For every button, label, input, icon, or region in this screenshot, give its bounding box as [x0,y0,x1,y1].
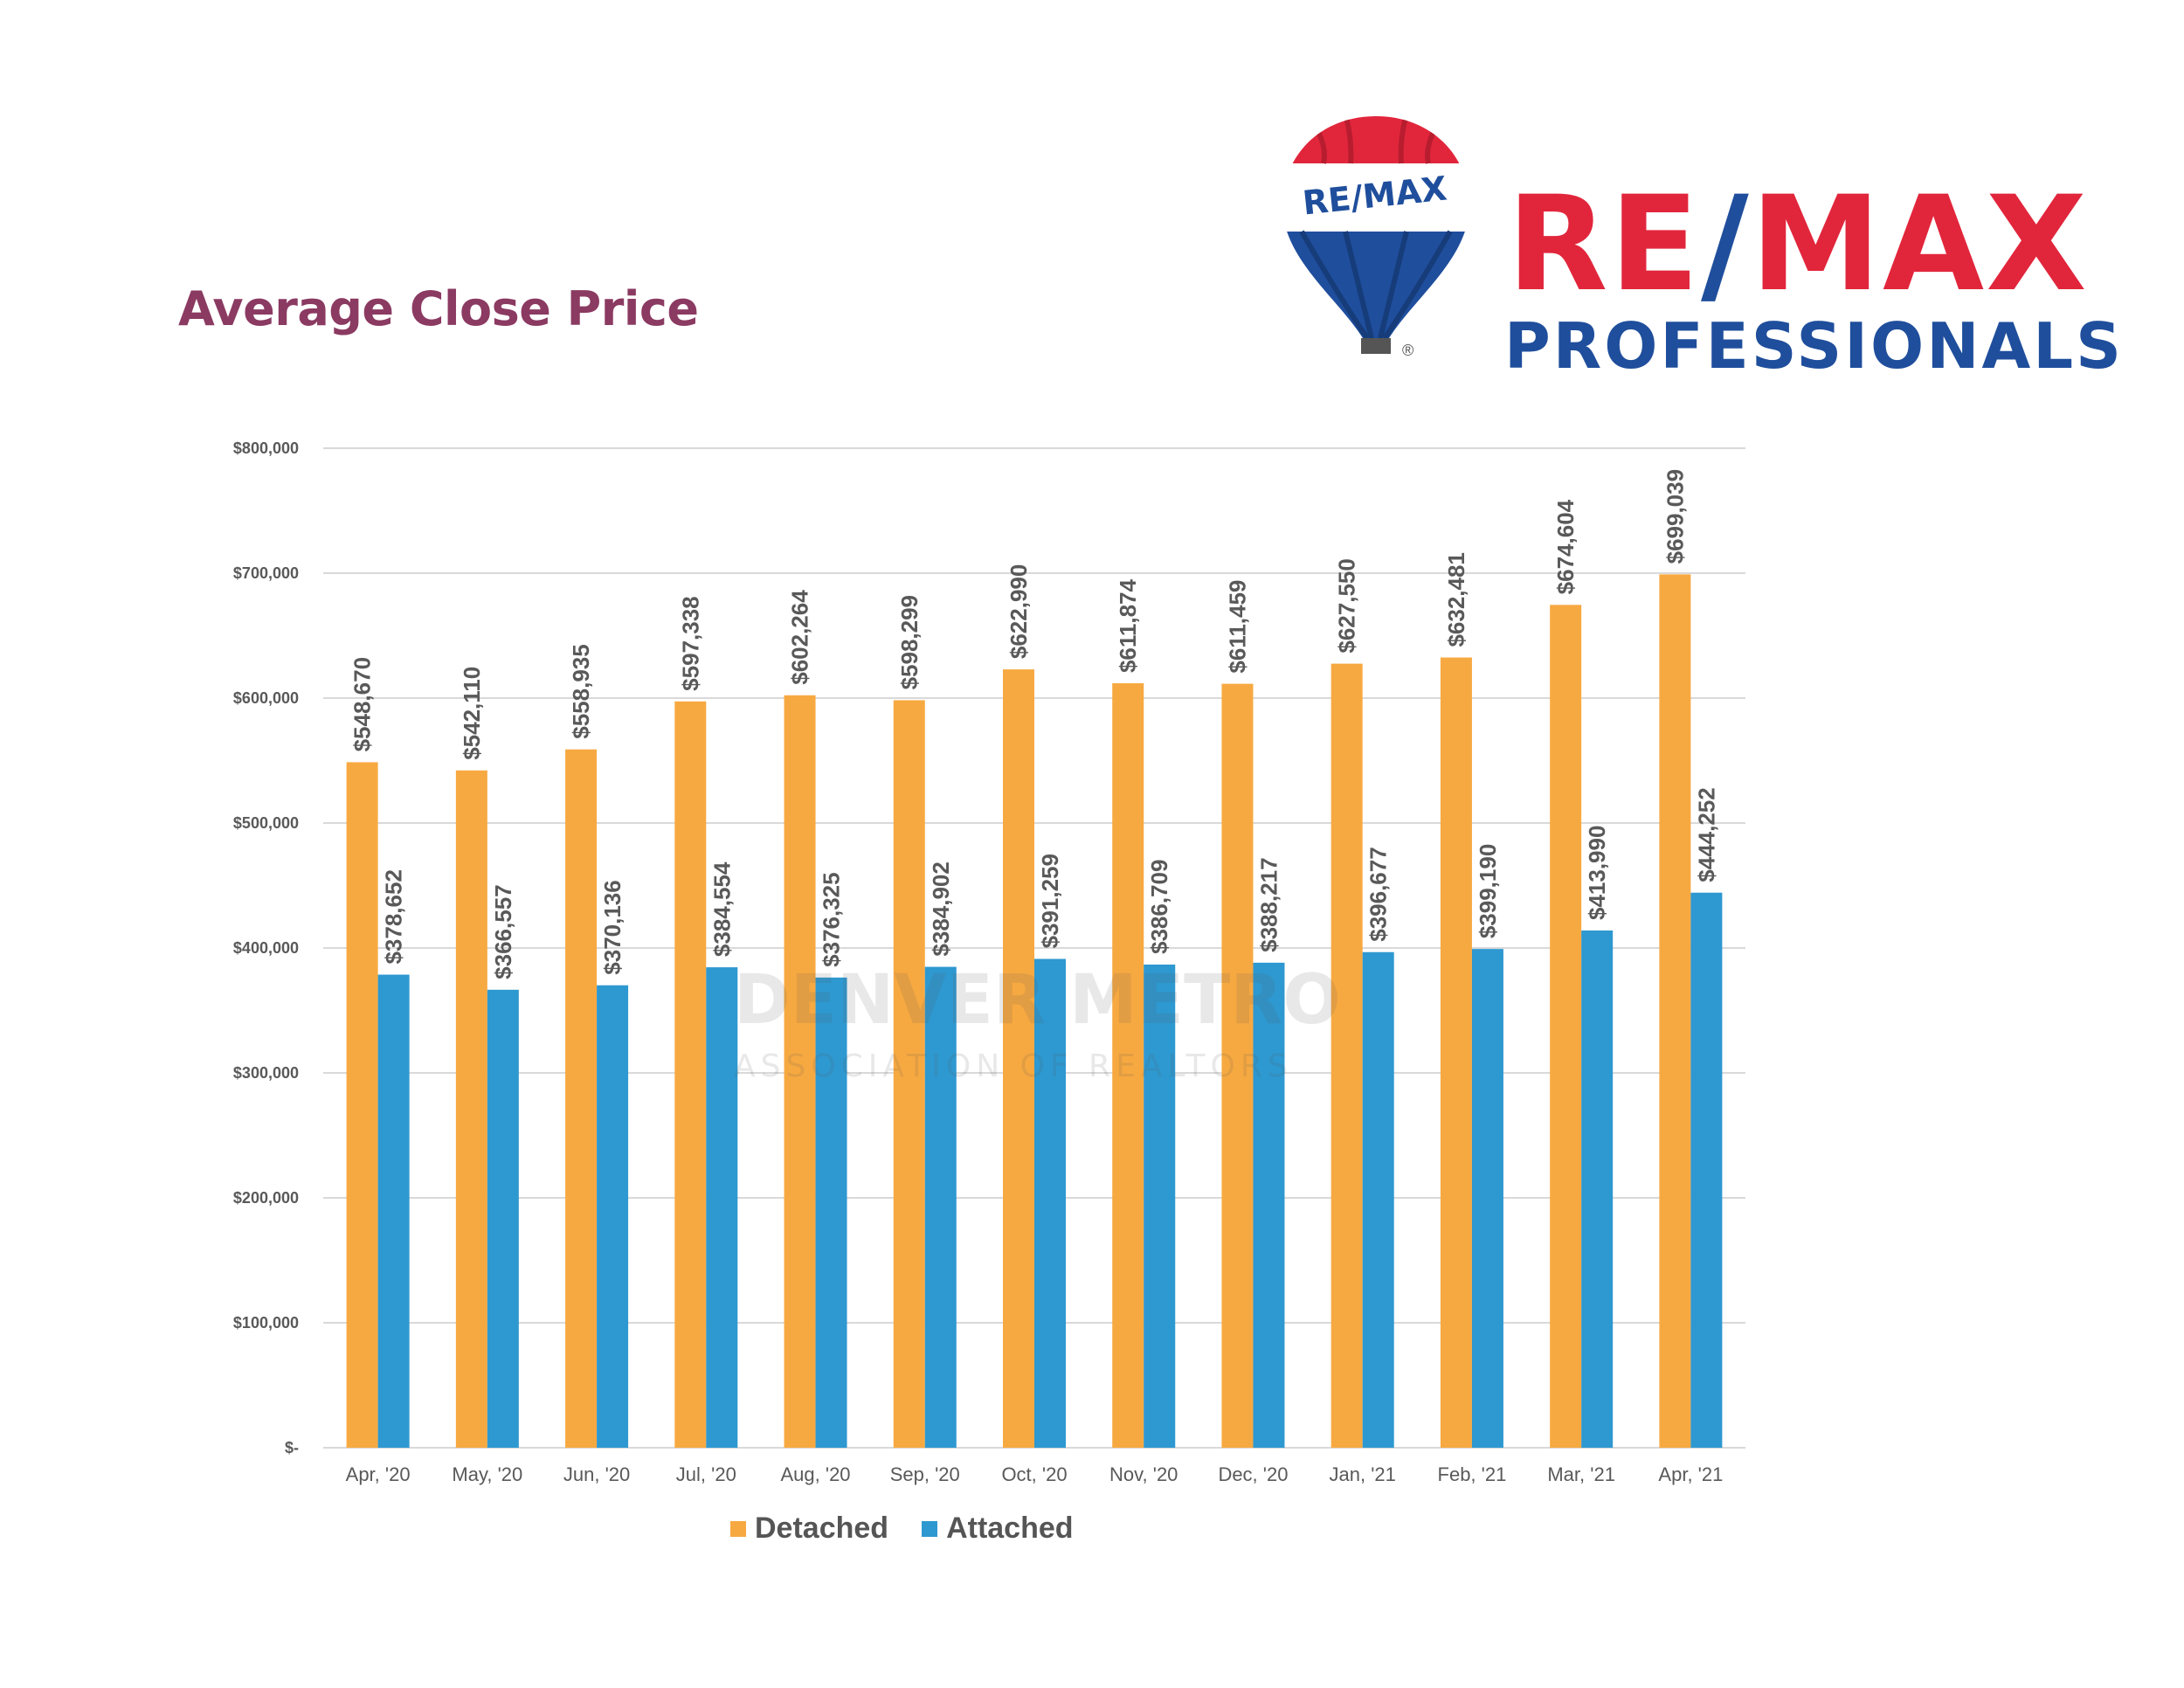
bar-detached [455,770,487,1448]
x-tick-label: Jun, '20 [563,1463,630,1485]
data-label-detached: $548,670 [349,657,376,751]
x-tick-label: Jul, '20 [676,1463,736,1485]
denver-metro-watermark: DENVER METRO ASSOCIATION OF REALTORS [734,961,1341,1084]
data-label-detached: $674,604 [1552,499,1579,594]
data-label-detached: $632,481 [1443,552,1469,647]
x-tick-label: Dec, '20 [1218,1463,1288,1485]
data-label-attached: $413,990 [1584,826,1610,920]
y-tick-label: $800,000 [233,439,299,457]
bar-detached [346,762,378,1448]
bar-attached [487,989,519,1448]
y-tick-label: $600,000 [233,689,299,707]
data-label-detached: $542,110 [459,667,485,760]
bar-detached [1440,657,1472,1448]
bar-attached [1034,958,1066,1448]
bar-detached [893,700,925,1448]
data-label-attached: $396,677 [1365,847,1392,941]
x-tick-label: Sep, '20 [890,1463,960,1485]
legend-swatch-detached [730,1520,746,1537]
legend-item-detached: Detached [730,1512,888,1546]
data-label-attached: $378,652 [381,869,407,964]
x-tick-label: Jan, '21 [1330,1463,1396,1485]
bar-detached [1330,663,1363,1448]
data-label-detached: $598,299 [896,595,923,689]
data-label-attached: $376,325 [819,872,845,966]
data-label-attached: $384,902 [928,861,954,956]
y-tick-label: $200,000 [233,1189,299,1207]
data-label-attached: $388,217 [1255,857,1282,951]
bar-detached [784,695,816,1448]
registered-mark: ® [1402,342,1413,359]
y-tick-label: $700,000 [233,564,299,582]
page-title: Average Close Price [178,281,699,336]
bar-detached [1659,574,1691,1448]
y-tick-label: $300,000 [233,1064,299,1082]
data-label-attached: $366,557 [490,884,516,979]
chart-legend: Detached Attached [730,1512,1074,1546]
bar-attached [1144,965,1176,1448]
y-tick-label: $- [285,1439,299,1456]
bar-attached [1253,962,1285,1448]
bar-attached [377,974,410,1448]
data-label-attached: $370,136 [599,880,625,974]
bar-detached [1550,605,1582,1448]
bar-detached [565,749,598,1448]
data-label-attached: $444,252 [1693,787,1719,882]
x-tick-label: May, '20 [452,1463,522,1485]
y-tick-label: $500,000 [233,814,299,832]
x-tick-label: Mar, '21 [1547,1463,1615,1485]
data-label-detached: $622,990 [1006,564,1032,659]
professionals-wordmark: PROFESSIONALS [1504,309,2124,383]
legend-label-detached: Detached [755,1512,889,1545]
bar-detached [1112,683,1144,1448]
bar-attached [597,985,629,1448]
bar-attached [924,966,957,1448]
legend-swatch-attached [922,1520,938,1537]
x-tick-label: Apr, '20 [346,1463,411,1485]
bar-attached [1581,930,1614,1448]
data-label-detached: $611,874 [1115,578,1141,673]
balloon-logo-icon: RE/MAX ® [1282,116,1469,359]
x-tick-label: Feb, '21 [1438,1463,1507,1485]
remax-wordmark: RE/MAX [1507,169,2089,321]
data-label-attached: $384,554 [708,861,735,957]
bar-attached [815,977,847,1448]
data-label-detached: $699,039 [1662,469,1688,564]
y-tick-label: $400,000 [233,939,299,957]
bar-detached [1003,669,1034,1448]
x-tick-label: Oct, '20 [1001,1463,1067,1485]
y-tick-label: $100,000 [233,1314,299,1332]
data-label-detached: $627,550 [1334,558,1360,653]
bar-detached [1221,683,1254,1448]
data-label-detached: $611,459 [1224,580,1250,674]
bar-attached [706,967,738,1448]
data-label-detached: $602,264 [787,590,813,685]
legend-item-attached: Attached [922,1512,1074,1546]
x-tick-label: Aug, '20 [781,1463,851,1485]
x-tick-label: Apr, '21 [1658,1463,1723,1485]
data-label-detached: $558,935 [568,644,594,738]
remax-logo: RE/MAX ® RE/MAX PROFESSIONALS [1275,109,2121,380]
data-label-attached: $399,190 [1475,844,1501,938]
legend-label-attached: Attached [946,1512,1074,1545]
x-tick-label: Nov, '20 [1109,1463,1178,1485]
data-label-detached: $597,338 [677,596,703,690]
data-label-attached: $386,709 [1146,860,1172,954]
bar-attached [1471,949,1503,1448]
bar-attached [1690,892,1723,1448]
bar-detached [674,701,707,1448]
data-label-attached: $391,259 [1037,854,1063,948]
bar-attached [1362,951,1394,1448]
